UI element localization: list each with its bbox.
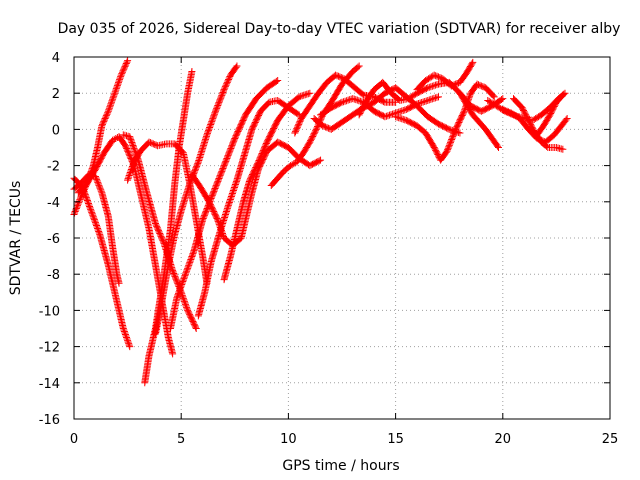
- data-point-markers: [166, 77, 282, 332]
- y-tick-label: -8: [47, 268, 60, 283]
- y-tick-label: 4: [52, 51, 60, 66]
- series-track-m: [267, 62, 363, 190]
- x-tick-label: 0: [70, 432, 78, 447]
- axis-layer: 0 5 10 15 20 25 -16 -14 -12 -10 -8 -6 -4 -2 0 2 4: [39, 51, 619, 447]
- series-track-o: [317, 93, 442, 121]
- x-axis-title: GPS time / hours: [282, 458, 399, 474]
- y-tick-label: -4: [47, 196, 60, 211]
- series-track-i: [119, 131, 200, 332]
- series-track-h: [166, 77, 282, 332]
- series-track-s: [413, 58, 477, 94]
- y-tick-label: -12: [39, 341, 60, 356]
- x-tick-label: 25: [602, 432, 619, 447]
- y-tick-label: 2: [52, 87, 60, 102]
- y-tick-label: -14: [39, 377, 60, 392]
- series-track-l: [220, 89, 314, 284]
- data-layer: [70, 57, 571, 387]
- x-tick-label: 10: [280, 432, 297, 447]
- y-tick-label: -6: [47, 232, 60, 247]
- y-tick-label: -2: [47, 160, 60, 175]
- series-track-x: [527, 91, 567, 139]
- data-point-markers: [392, 80, 498, 164]
- data-point-markers: [151, 62, 241, 338]
- y-tick-label: -10: [39, 304, 60, 319]
- plot-frame: [73, 56, 611, 420]
- data-point-markers: [527, 91, 567, 139]
- y-tick-label: 0: [52, 123, 60, 138]
- grid-layer: [74, 57, 610, 419]
- series-track-r: [392, 80, 498, 164]
- data-point-markers: [119, 131, 200, 332]
- series-track-g: [151, 62, 241, 338]
- data-point-markers: [267, 62, 363, 190]
- y-axis-title: SDTVAR / TECUs: [8, 181, 24, 296]
- data-point-markers: [456, 89, 503, 151]
- data-point-markers: [413, 58, 477, 94]
- data-point-markers: [220, 89, 314, 284]
- data-point-markers: [317, 93, 442, 121]
- series-track-j: [194, 96, 303, 320]
- data-point-markers: [194, 96, 303, 320]
- series-track-t: [456, 89, 503, 151]
- y-tick-label: -16: [39, 413, 60, 428]
- chart-title: Day 035 of 2026, Sidereal Day-to-day VTE…: [58, 21, 621, 37]
- x-tick-label: 15: [387, 432, 404, 447]
- x-tick-label: 20: [495, 432, 512, 447]
- x-tick-label: 5: [177, 432, 185, 447]
